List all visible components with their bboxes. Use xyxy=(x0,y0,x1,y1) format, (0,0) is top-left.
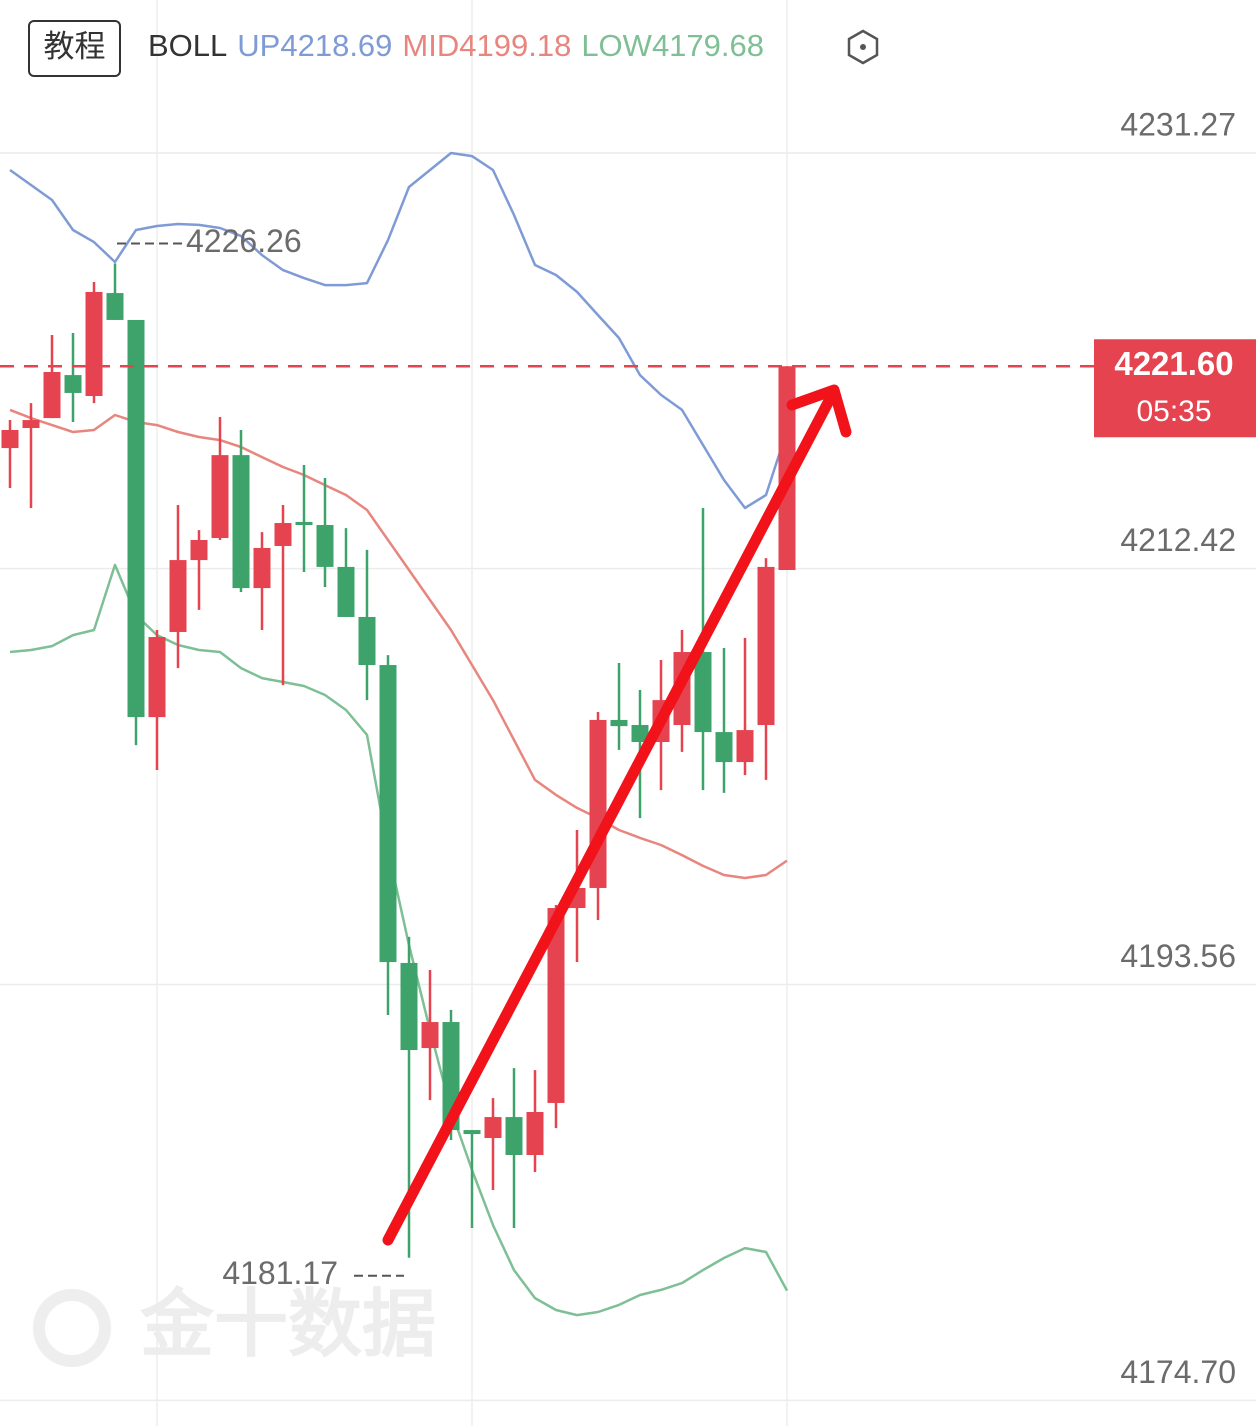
grid-layer: 4231.27 4212.42 4193.56 4174.70 xyxy=(0,106,1256,1402)
boll-line xyxy=(9,151,789,510)
arrow-shaft xyxy=(382,389,838,1246)
candle-body xyxy=(22,420,40,428)
candle-body xyxy=(484,1117,502,1139)
settings-hexagon[interactable] xyxy=(847,29,879,65)
candle-body xyxy=(421,1022,439,1049)
y-tick-label: 4174.70 xyxy=(1120,1354,1236,1390)
price-tag-countdown: 05:35 xyxy=(1136,395,1211,428)
candle-body xyxy=(631,725,649,742)
y-tick-label: 4231.27 xyxy=(1120,106,1236,142)
settings-dot[interactable] xyxy=(860,44,866,50)
candle-body xyxy=(715,732,733,763)
candle-body xyxy=(463,1130,481,1135)
low-marker-label: 4181.17 xyxy=(222,1255,338,1291)
candle-body xyxy=(232,455,250,589)
legend-name: MID xyxy=(402,28,459,63)
indicator-name: BOLL xyxy=(148,28,227,63)
line-layer xyxy=(9,151,789,1317)
boll-line xyxy=(9,408,788,880)
candle-body xyxy=(106,293,124,320)
boll-line xyxy=(9,563,789,1317)
tutorial-button-label[interactable]: 教程 xyxy=(44,29,106,64)
candle-body xyxy=(505,1117,523,1156)
candle-body xyxy=(43,371,61,419)
y-tick-label: 4212.42 xyxy=(1120,522,1236,558)
candle-layer xyxy=(1,263,796,1258)
candle-body xyxy=(316,525,334,567)
candle-body xyxy=(85,291,103,397)
candle-body xyxy=(295,521,313,526)
price-tag-value: 4221.60 xyxy=(1114,345,1233,382)
legend-value: 4199.18 xyxy=(459,28,571,63)
candle-body xyxy=(148,637,166,718)
candle-body xyxy=(778,366,796,571)
candle-body xyxy=(526,1112,544,1156)
candle-body xyxy=(547,908,565,1103)
legend-name: LOW xyxy=(581,28,652,63)
candle-body xyxy=(253,547,271,589)
candle-body xyxy=(694,652,712,733)
candle-body xyxy=(274,523,292,546)
candle-body xyxy=(379,665,397,963)
y-tick-label: 4193.56 xyxy=(1120,938,1236,974)
candle-body xyxy=(358,616,376,666)
legend-value: 4218.69 xyxy=(280,28,392,63)
legend: BOLL UP4218.69 MID4199.18 LOW4179.68 xyxy=(148,28,764,63)
tag-layer: 4226.26 4181.17 4221.60 05:35 xyxy=(0,223,1256,1291)
tutorial-button[interactable] xyxy=(28,20,121,77)
price-tag xyxy=(1094,339,1256,438)
candle-body xyxy=(1,429,19,449)
candle-body xyxy=(127,319,145,718)
candle-body xyxy=(610,719,628,727)
watermark: 金十数据 xyxy=(33,1283,436,1367)
trend-arrow xyxy=(382,384,852,1246)
arrow-head xyxy=(786,384,852,438)
watermark-text: 金十数据 xyxy=(140,1283,436,1366)
candle-body xyxy=(190,540,208,561)
candle-body xyxy=(736,730,754,763)
candle-body xyxy=(64,375,82,393)
candle-body xyxy=(211,455,229,539)
legend-name: UP xyxy=(237,28,280,63)
candle-body xyxy=(169,560,187,632)
candle-body xyxy=(400,962,418,1051)
high-marker-label: 4226.26 xyxy=(186,223,302,259)
candle-body xyxy=(337,566,355,617)
watermark-logo xyxy=(33,1289,111,1367)
settings-icon[interactable] xyxy=(847,29,879,65)
legend-value: 4179.68 xyxy=(652,28,764,63)
candle-body xyxy=(757,566,775,726)
